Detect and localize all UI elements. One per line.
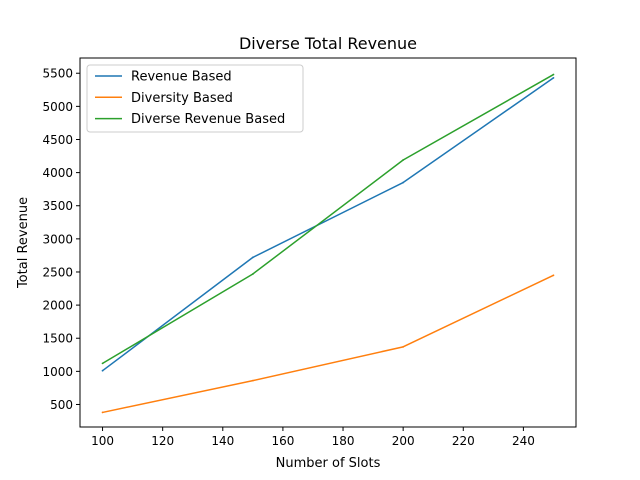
y-tick-label: 2000 [42,299,73,313]
data-point-diversity-based [402,346,404,348]
x-tick-label: 200 [392,434,415,448]
x-axis-label: Number of Slots [276,456,381,471]
data-point-diverse-revenue-based [553,74,555,76]
x-tick-label: 240 [512,434,535,448]
x-tick-label: 120 [151,434,174,448]
data-point-diverse-revenue-based [252,273,254,275]
data-point-revenue-based [402,182,404,184]
y-tick-label: 5000 [42,100,73,114]
y-tick-label: 3500 [42,199,73,213]
y-tick-label: 2500 [42,265,73,279]
legend: Revenue Based Diversity Based Diverse Reve… [87,65,303,132]
data-point-diverse-revenue-based [102,363,104,365]
data-point-diversity-based [553,274,555,276]
y-tick-label: 5500 [42,67,73,81]
x-tick-label: 160 [271,434,294,448]
data-point-revenue-based [553,77,555,79]
x-tick-label: 220 [452,434,475,448]
data-point-diversity-based [102,412,104,414]
y-tick-label: 500 [50,398,73,412]
y-tick-label: 1500 [42,332,73,346]
x-tick-label: 180 [332,434,355,448]
x-tick-label: 100 [91,434,114,448]
legend-label-diversity-based: Diversity Based [131,91,233,106]
data-point-revenue-based [102,370,104,372]
y-tick-label: 4000 [42,166,73,180]
data-point-diversity-based [252,380,254,382]
x-tick-label: 140 [211,434,234,448]
y-axis-label: Total Revenue [16,197,31,289]
y-tick-label: 1000 [42,365,73,379]
y-tick-label: 3000 [42,232,73,246]
data-point-revenue-based [252,257,254,259]
chart-title: Diverse Total Revenue [239,34,417,53]
y-tick-label: 4500 [42,133,73,147]
legend-label-revenue-based: Revenue Based [131,70,232,85]
legend-label-diverse-revenue-based: Diverse Revenue Based [131,112,285,127]
data-point-diverse-revenue-based [402,159,404,161]
